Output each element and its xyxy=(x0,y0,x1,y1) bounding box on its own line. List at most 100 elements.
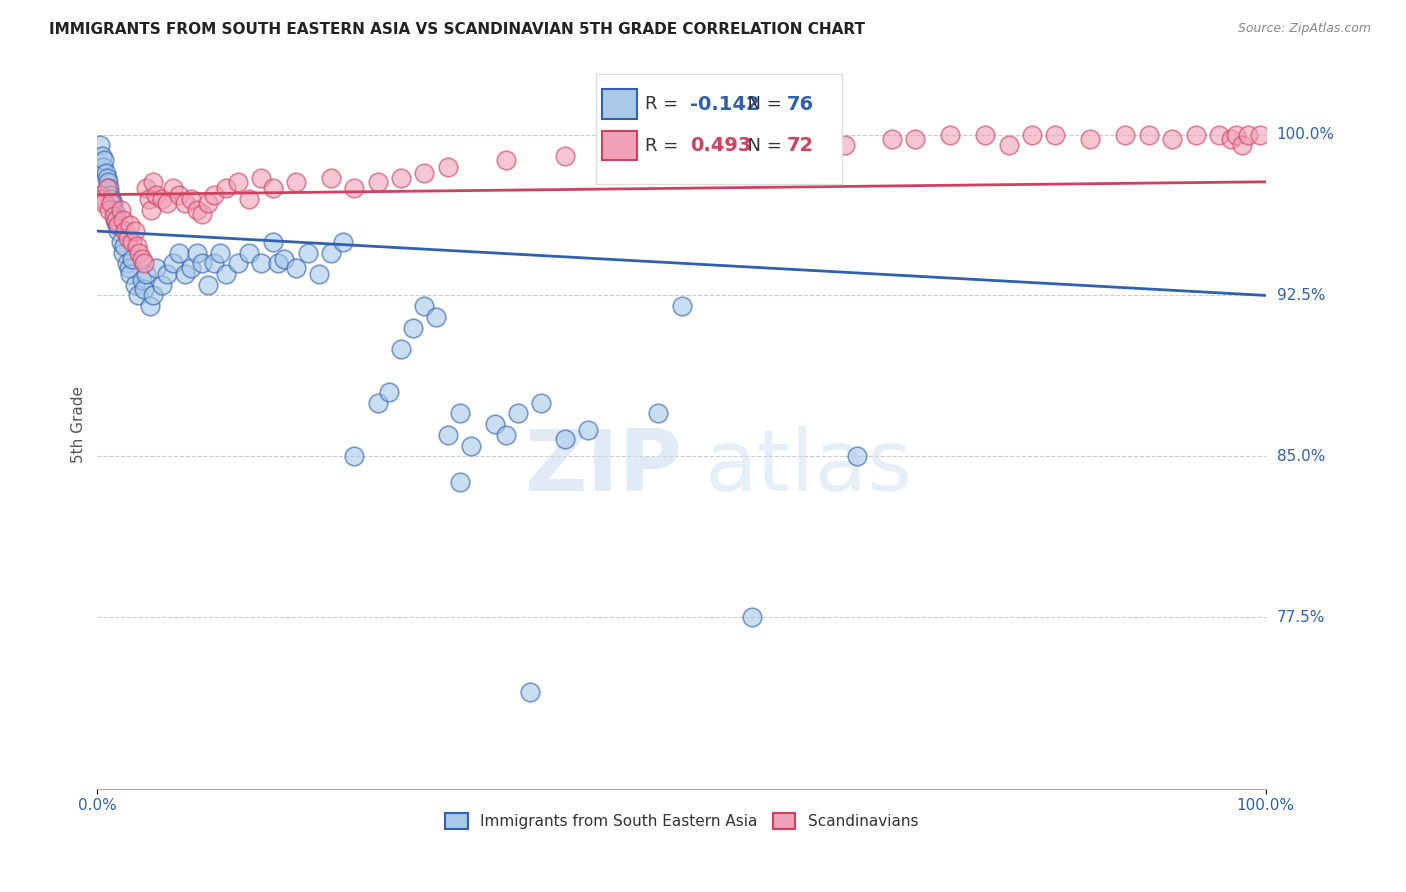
Point xyxy=(671,299,693,313)
Point xyxy=(319,170,342,185)
Text: Source: ZipAtlas.com: Source: ZipAtlas.com xyxy=(1237,22,1371,36)
Point xyxy=(238,192,260,206)
Text: IMMIGRANTS FROM SOUTH EASTERN ASIA VS SCANDINAVIAN 5TH GRADE CORRELATION CHART: IMMIGRANTS FROM SOUTH EASTERN ASIA VS SC… xyxy=(49,22,865,37)
Point xyxy=(413,166,436,180)
Point xyxy=(273,252,295,266)
Point xyxy=(250,256,273,270)
Point xyxy=(1225,128,1247,142)
Point xyxy=(132,256,155,270)
Point xyxy=(202,187,225,202)
Point xyxy=(180,260,202,275)
Point xyxy=(128,245,150,260)
Text: ZIP: ZIP xyxy=(524,426,682,509)
Point xyxy=(425,310,447,324)
Text: N =: N = xyxy=(737,136,787,154)
Point xyxy=(389,170,412,185)
Point xyxy=(530,395,553,409)
Text: 92.5%: 92.5% xyxy=(1277,288,1326,303)
Point xyxy=(110,202,132,217)
Point xyxy=(1208,128,1230,142)
Point xyxy=(226,175,249,189)
Point xyxy=(449,406,471,420)
Point xyxy=(142,175,165,189)
Text: 85.0%: 85.0% xyxy=(1277,449,1324,464)
Point xyxy=(118,260,141,275)
FancyBboxPatch shape xyxy=(602,131,637,161)
Point xyxy=(139,202,162,217)
Point xyxy=(105,207,128,221)
Point xyxy=(267,256,290,270)
Point xyxy=(115,256,138,270)
Point xyxy=(174,267,197,281)
Point xyxy=(319,245,342,260)
Point xyxy=(343,181,366,195)
Point xyxy=(1161,132,1184,146)
Point xyxy=(145,187,167,202)
Point xyxy=(98,187,121,202)
Point xyxy=(156,196,179,211)
Point xyxy=(284,260,307,275)
Point xyxy=(367,395,389,409)
Point xyxy=(121,235,143,249)
Point xyxy=(332,235,354,249)
Point xyxy=(880,132,903,146)
Point xyxy=(114,224,136,238)
Point xyxy=(1184,128,1206,142)
Point xyxy=(125,239,148,253)
Point xyxy=(741,610,763,624)
FancyBboxPatch shape xyxy=(602,89,637,119)
Point xyxy=(1045,128,1067,142)
Point xyxy=(1232,138,1254,153)
Y-axis label: 5th Grade: 5th Grade xyxy=(72,385,86,463)
Point xyxy=(308,267,330,281)
Point xyxy=(262,235,284,249)
Point xyxy=(162,181,184,195)
Point xyxy=(449,475,471,489)
Point xyxy=(506,406,529,420)
Point xyxy=(112,239,135,253)
Point xyxy=(186,245,208,260)
Text: 77.5%: 77.5% xyxy=(1277,609,1324,624)
Point xyxy=(215,181,238,195)
Point xyxy=(787,145,810,159)
Point xyxy=(124,224,146,238)
Point xyxy=(124,277,146,292)
Point xyxy=(167,187,190,202)
FancyBboxPatch shape xyxy=(596,74,842,184)
Point xyxy=(262,181,284,195)
Point xyxy=(89,187,111,202)
Point xyxy=(186,202,208,217)
Text: 72: 72 xyxy=(786,136,814,155)
Point xyxy=(117,230,139,244)
Point xyxy=(132,282,155,296)
Point xyxy=(728,138,751,153)
Point xyxy=(226,256,249,270)
Point xyxy=(107,218,129,232)
Point xyxy=(180,192,202,206)
Point xyxy=(110,235,132,249)
Point xyxy=(103,209,125,223)
Point xyxy=(519,685,541,699)
Point xyxy=(437,160,460,174)
Point xyxy=(91,160,114,174)
Point xyxy=(145,260,167,275)
Point xyxy=(647,406,669,420)
Point xyxy=(1114,128,1136,142)
Point xyxy=(554,149,576,163)
Point xyxy=(93,196,115,211)
Point xyxy=(238,245,260,260)
Point xyxy=(1237,128,1260,142)
Legend: Immigrants from South Eastern Asia, Scandinavians: Immigrants from South Eastern Asia, Scan… xyxy=(439,807,924,836)
Point xyxy=(104,213,127,227)
Point xyxy=(167,245,190,260)
Point xyxy=(367,175,389,189)
Text: 76: 76 xyxy=(786,95,814,113)
Point xyxy=(1137,128,1160,142)
Point xyxy=(1249,128,1271,142)
Text: R =: R = xyxy=(645,136,685,154)
Point xyxy=(202,256,225,270)
Point xyxy=(939,128,962,142)
Text: atlas: atlas xyxy=(704,426,912,509)
Point xyxy=(94,166,117,180)
Point xyxy=(150,192,173,206)
